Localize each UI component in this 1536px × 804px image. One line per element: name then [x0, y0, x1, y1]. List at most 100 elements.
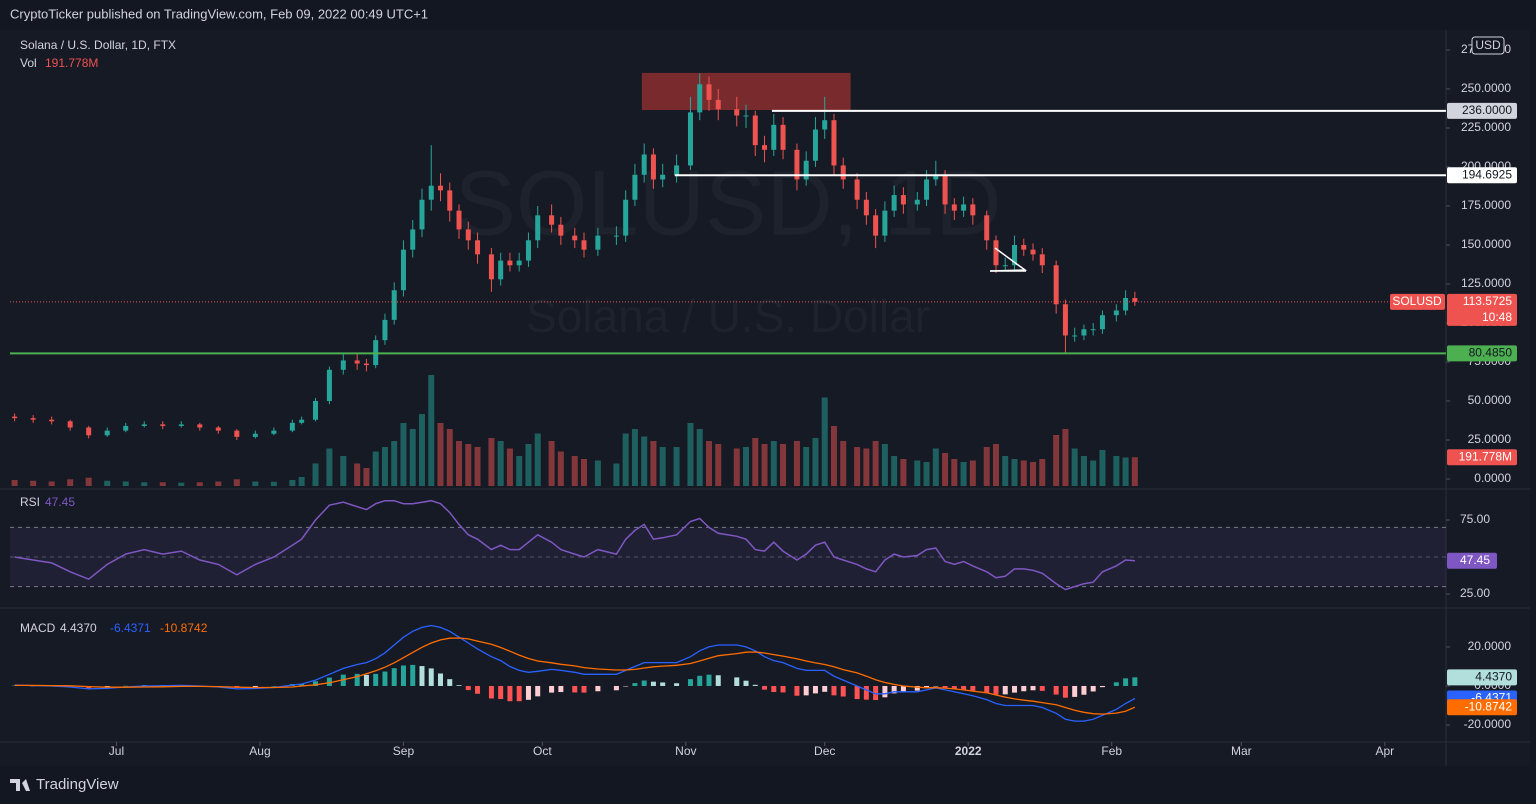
volume-bar [159, 482, 166, 486]
macd-histogram-bar [993, 685, 999, 695]
macd-histogram-bar [558, 685, 564, 693]
volume-bar [830, 426, 837, 486]
volume-bar [122, 481, 129, 486]
macd-histogram-bar [1072, 685, 1078, 697]
macd-histogram-bar [762, 685, 768, 690]
volume-bar [48, 481, 55, 486]
logo-icon [10, 779, 30, 791]
macd-histogram-bar [623, 685, 629, 687]
volume-bar [983, 447, 990, 486]
publish-info: CryptoTicker published on TradingView.co… [10, 6, 428, 21]
y-tick-label: 0.0000 [1474, 471, 1511, 485]
x-tick-label: Feb [1101, 744, 1122, 758]
candle-body [951, 204, 957, 211]
volume-bar [854, 447, 861, 486]
candle-body [914, 199, 920, 205]
macd-histogram-bar [674, 683, 680, 686]
macd-histogram-bar [595, 685, 601, 692]
legend-volume-value: 191.778M [45, 56, 98, 70]
volume-bar [474, 447, 481, 486]
volume-bar [525, 444, 532, 486]
candle-body [1090, 329, 1096, 331]
macd-histogram-bar [1030, 685, 1036, 691]
price-badge [1447, 449, 1517, 466]
macd-histogram-bar [1132, 677, 1138, 686]
y-tick-label: 150.0000 [1461, 237, 1511, 251]
macd-histogram-bar [613, 685, 619, 691]
legend-rsi-name: RSI [20, 495, 40, 509]
macd-histogram-bar [313, 681, 319, 686]
macd-histogram-bar [1081, 685, 1087, 695]
candle-body [762, 145, 768, 150]
candle-body [812, 129, 818, 161]
candle-body [1002, 265, 1008, 267]
legend-title: Solana / U.S. Dollar, 1D, FTX [20, 38, 176, 52]
candle-body [558, 224, 564, 236]
candle-body [572, 235, 578, 241]
volume-bar [409, 429, 416, 486]
volume-bar [289, 480, 296, 486]
macd-histogram-bar [1062, 685, 1068, 698]
plot-layer: SOLUSD, 1D Solana / U.S. Dollar 0.0000 25.0… [10, 36, 1517, 758]
candle-body [475, 240, 481, 255]
volume-bar [1002, 456, 1009, 486]
candle-body [933, 174, 939, 180]
candle-body [516, 260, 522, 266]
candle-body [67, 421, 73, 428]
macd-histogram-bar [419, 666, 425, 686]
volume-bar [372, 451, 379, 486]
y-tick-label: 225.0000 [1461, 120, 1511, 134]
macd-histogram-bar [641, 680, 647, 686]
y-tick-label: 20.0000 [1468, 639, 1512, 653]
volume-bar [571, 456, 578, 486]
macd-histogram-bar [780, 685, 786, 693]
candle-body [1081, 329, 1087, 336]
x-tick-label: Jul [109, 744, 124, 758]
volume-bar [1039, 459, 1046, 486]
x-tick-label: Mar [1231, 744, 1252, 758]
x-tick-label: Sep [393, 744, 415, 758]
candle-body [780, 124, 786, 150]
macd-histogram-bar [1039, 685, 1045, 691]
currency-box [1471, 36, 1505, 55]
macd-histogram-bar [456, 685, 462, 686]
candle-body [803, 160, 809, 180]
macd-histogram-bar [794, 685, 800, 696]
macd-histogram-bar [632, 683, 638, 686]
macd-histogram-bar [650, 681, 656, 686]
legend-macd-name: MACD [20, 621, 56, 635]
price-badge [1447, 699, 1517, 716]
candle-body [465, 229, 471, 241]
volume-bar [178, 482, 185, 486]
price-badge [1447, 669, 1517, 686]
candle-body [840, 165, 846, 180]
candle-body [734, 109, 740, 116]
volume-bar [622, 433, 629, 486]
volume-bar [1071, 448, 1078, 486]
macd-histogram-bar [410, 664, 416, 686]
volume-bar [1090, 460, 1097, 486]
candle-body [942, 174, 948, 205]
candle-body [178, 424, 184, 426]
macd-histogram-bar [951, 685, 957, 689]
price-badge [1447, 345, 1517, 362]
macd-histogram-bar [812, 685, 818, 694]
candle-body [771, 124, 777, 150]
macd-histogram-bar [933, 685, 939, 687]
price-badge [1447, 167, 1517, 184]
candle-body [391, 290, 397, 320]
volume-bar [1053, 435, 1060, 486]
macd-histogram-bar [373, 673, 379, 686]
macd-histogram-bar [572, 685, 578, 693]
candle-body [197, 424, 203, 428]
volume-bar [85, 477, 92, 486]
candle-body [271, 430, 277, 434]
volume-bar [1122, 457, 1129, 486]
candle-body [993, 240, 999, 266]
candle-body [141, 424, 147, 426]
macd-histogram-bar [382, 671, 388, 686]
x-tick-label: Oct [533, 744, 552, 758]
macd-histogram-bar [854, 685, 860, 700]
macd-histogram-bar [507, 685, 513, 702]
